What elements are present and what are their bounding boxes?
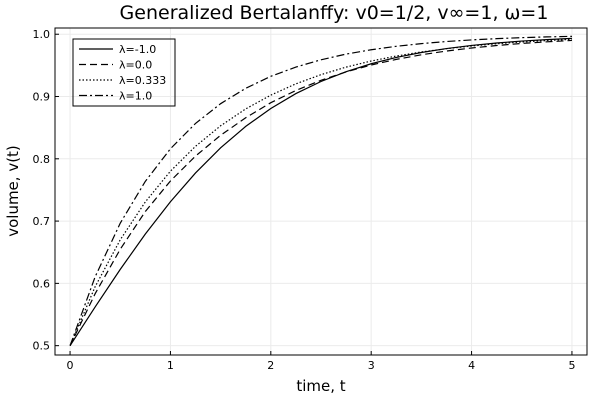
- x-axis-label: time, t: [296, 377, 345, 395]
- grid: [55, 28, 587, 355]
- y-tick-label: 0.6: [33, 277, 51, 290]
- legend-label: λ=0.0: [119, 59, 152, 72]
- plot-frame: [54, 27, 588, 356]
- series-layer: [69, 35, 572, 346]
- x-tick-label: 0: [67, 359, 74, 372]
- y-tick-label: 0.5: [33, 340, 51, 353]
- x-tick-label: 2: [267, 359, 274, 372]
- y-tick-label: 0.7: [33, 215, 51, 228]
- x-tick-label: 1: [167, 359, 174, 372]
- legend-box: [72, 38, 176, 107]
- x-tick-label: 4: [468, 359, 475, 372]
- legend-label: λ=-1.0: [119, 43, 156, 56]
- y-tick-label: 0.8: [33, 153, 51, 166]
- axis-ticks: 0 1 2 3 4 5 0.5 0.6 0.7 0.8 0.9 1.0: [33, 28, 576, 372]
- series-line: [69, 35, 572, 346]
- legend-label: λ=0.333: [119, 74, 166, 87]
- series-line: [69, 38, 572, 346]
- series-line: [69, 37, 572, 346]
- series-line: [69, 39, 572, 346]
- x-tick-label: 5: [568, 359, 575, 372]
- y-tick-label: 1.0: [33, 28, 51, 41]
- legend-label: λ=1.0: [119, 90, 152, 103]
- y-tick-label: 0.9: [33, 91, 51, 104]
- chart-title: Generalized Bertalanffy: v0=1/2, v∞=1, ω…: [120, 2, 549, 24]
- legend: λ=-1.0 λ=0.0 λ=0.333 λ=1.0: [72, 38, 176, 107]
- y-axis-label: volume, v(t): [4, 145, 22, 237]
- x-tick-label: 3: [368, 359, 375, 372]
